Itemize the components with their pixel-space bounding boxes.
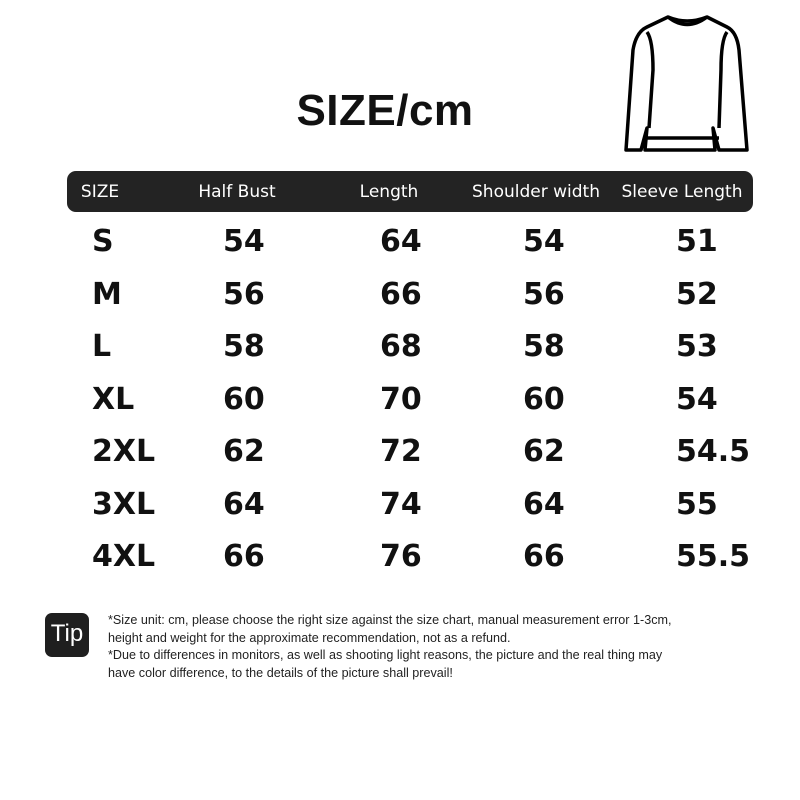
table-row: 4XL 66 76 66 55.5 (0, 539, 800, 579)
cell-size: M (92, 276, 122, 312)
cell-half-bust: 58 (223, 329, 265, 364)
cell-shoulder-width: 64 (523, 486, 565, 522)
cell-sleeve-length: 55 (676, 486, 718, 522)
cell-length: 66 (380, 276, 422, 312)
cell-length: 70 (380, 381, 422, 417)
cell-shoulder-width: 58 (523, 329, 565, 364)
cell-length: 76 (380, 539, 422, 574)
cell-shoulder-width: 66 (523, 539, 565, 574)
cell-size: 4XL (92, 539, 156, 574)
header-length: Length (359, 182, 419, 202)
header-shoulder-width: Shoulder width (472, 182, 600, 202)
cell-sleeve-length: 54.5 (676, 434, 751, 469)
page-title: SIZE/cm (296, 86, 474, 135)
table-row: M 56 66 56 52 (0, 277, 800, 317)
cell-size: XL (92, 381, 135, 417)
cell-sleeve-length: 52 (676, 276, 718, 312)
tip-line: height and weight for the approximate re… (108, 630, 511, 645)
table-row: 3XL 64 74 64 55 (0, 487, 800, 527)
tip-notes: *Size unit: cm, please choose the right … (108, 612, 788, 682)
header-sleeve-length: Sleeve Length (621, 182, 743, 202)
table-row: S 54 64 54 51 (0, 224, 800, 264)
cell-half-bust: 64 (223, 486, 265, 522)
cell-length: 64 (380, 224, 422, 259)
header-size: SIZE (80, 182, 120, 202)
cell-shoulder-width: 56 (523, 276, 565, 312)
sweatshirt-icon (624, 15, 749, 152)
cell-half-bust: 62 (223, 434, 265, 469)
cell-sleeve-length: 54 (676, 381, 718, 417)
cell-half-bust: 54 (223, 224, 265, 259)
cell-size: L (92, 329, 112, 364)
cell-size: 2XL (92, 434, 156, 469)
table-row: 2XL 62 72 62 54.5 (0, 434, 800, 474)
cell-half-bust: 56 (223, 276, 265, 312)
tip-line: *Due to differences in monitors, as well… (108, 648, 663, 662)
cell-sleeve-length: 53 (676, 329, 718, 364)
tip-badge: Tip (45, 613, 89, 657)
tip-line: *Size unit: cm, please choose the right … (108, 613, 672, 627)
cell-length: 74 (380, 486, 422, 522)
cell-sleeve-length: 51 (676, 224, 718, 259)
cell-size: S (92, 224, 114, 259)
header-half-bust: Half Bust (198, 182, 276, 202)
cell-half-bust: 66 (223, 539, 265, 574)
cell-shoulder-width: 60 (523, 381, 565, 417)
table-row: L 58 68 58 53 (0, 329, 800, 369)
cell-length: 68 (380, 329, 422, 364)
tip-line: have color difference, to the details of… (108, 665, 453, 680)
cell-sleeve-length: 55.5 (676, 539, 751, 574)
cell-shoulder-width: 54 (523, 224, 565, 259)
cell-shoulder-width: 62 (523, 434, 565, 469)
cell-half-bust: 60 (223, 381, 265, 417)
table-header: SIZE Half Bust Length Shoulder width Sle… (67, 171, 753, 212)
table-row: XL 60 70 60 54 (0, 382, 800, 422)
cell-size: 3XL (92, 486, 156, 522)
cell-length: 72 (380, 434, 422, 469)
